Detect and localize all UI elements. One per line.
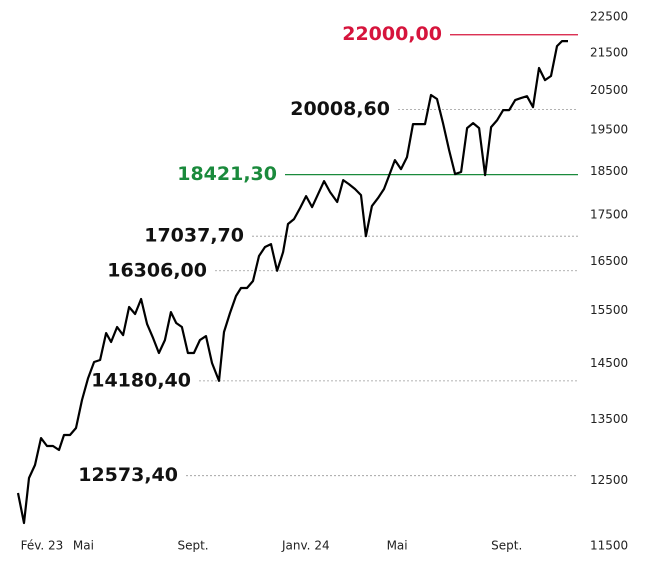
level-label: 12573,40: [78, 464, 178, 486]
level-label: 18421,30: [177, 163, 277, 185]
y-tick-label: 12500: [590, 473, 628, 487]
x-tick-label: Sept.: [491, 539, 522, 553]
level-label: 20008,60: [290, 98, 390, 120]
y-tick-label: 14500: [590, 356, 628, 370]
x-tick-label: Mai: [387, 539, 408, 553]
x-tick-label: Mai: [73, 539, 94, 553]
level-label: 14180,40: [91, 369, 191, 391]
y-tick-label: 16500: [590, 254, 628, 268]
price-line: [16, 40, 568, 525]
y-tick-label: 21500: [590, 45, 628, 59]
x-tick-label: Fév. 23: [21, 539, 64, 553]
x-tick-label: Janv. 24: [281, 539, 330, 553]
level-label: 16306,00: [107, 259, 207, 281]
y-tick-label: 13500: [590, 412, 628, 426]
y-tick-label: 17500: [590, 208, 628, 222]
y-tick-label: 20500: [590, 83, 628, 97]
level-label: 22000,00: [342, 23, 442, 45]
y-tick-label: 15500: [590, 303, 628, 317]
y-tick-label: 11500: [590, 539, 628, 553]
y-tick-label: 22500: [590, 10, 628, 24]
x-tick-label: Sept.: [177, 539, 208, 553]
y-tick-label: 19500: [590, 122, 628, 136]
y-tick-label: 18500: [590, 164, 628, 178]
level-label: 17037,70: [144, 225, 244, 247]
